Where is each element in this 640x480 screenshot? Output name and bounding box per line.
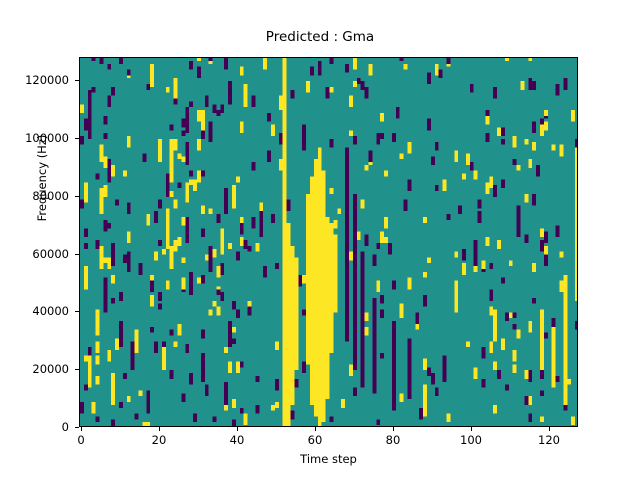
ytick-label-4: 80000	[32, 188, 69, 203]
ytick-label-3: 60000	[32, 246, 69, 261]
ytick-label-6: 120000	[25, 73, 69, 88]
ytick-mark-2	[75, 311, 79, 313]
xtick-mark-3	[315, 427, 316, 431]
xtick-mark-4	[393, 427, 394, 431]
ytick-mark-0	[75, 427, 79, 428]
xtick-label-4: 80	[385, 433, 401, 447]
y-axis-label: Frequency (Hz)	[35, 134, 49, 222]
xtick-mark-6	[549, 427, 550, 431]
xtick-mark-1	[159, 427, 160, 431]
xtick-mark-2	[237, 427, 238, 431]
xtick-label-6: 120	[538, 433, 560, 447]
x-axis-label: Time step	[300, 452, 357, 466]
ytick-mark-5	[75, 138, 79, 139]
xtick-label-5: 100	[460, 433, 482, 447]
ytick-mark-6	[75, 80, 79, 82]
ytick-label-1: 20000	[32, 362, 69, 377]
xtick-label-1: 20	[151, 433, 167, 447]
xtick-mark-0	[81, 427, 82, 431]
ytick-mark-1	[75, 369, 79, 371]
ytick-mark-3	[75, 253, 79, 255]
ytick-label-5: 100000	[25, 131, 69, 145]
xtick-label-2: 40	[229, 433, 245, 447]
xtick-label-0: 0	[77, 433, 85, 447]
xtick-mark-5	[471, 427, 472, 431]
xtick-label-3: 60	[307, 433, 323, 447]
ytick-label-2: 40000	[32, 304, 69, 319]
page-title: Predicted : Gma	[265, 29, 375, 45]
heatmap-image	[80, 58, 577, 426]
ytick-label-0: 0	[61, 420, 69, 434]
ytick-mark-4	[75, 195, 79, 197]
heatmap-axes	[79, 57, 578, 427]
